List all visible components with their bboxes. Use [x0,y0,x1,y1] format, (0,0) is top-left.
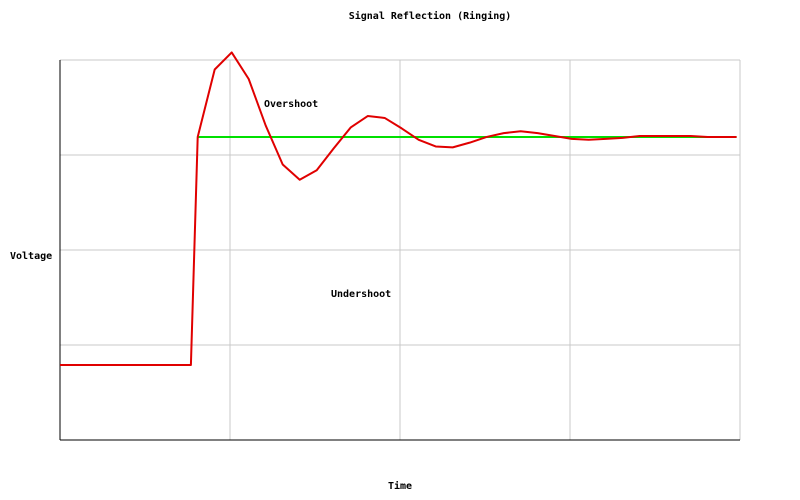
annotation: Overshoot [264,99,318,110]
x-axis-label: Time [388,480,412,492]
y-axis-label: Voltage [10,251,52,262]
annotation: Undershoot [331,289,391,300]
series-line [60,51,737,366]
chart-title: Signal Reflection (Ringing) [349,10,512,22]
